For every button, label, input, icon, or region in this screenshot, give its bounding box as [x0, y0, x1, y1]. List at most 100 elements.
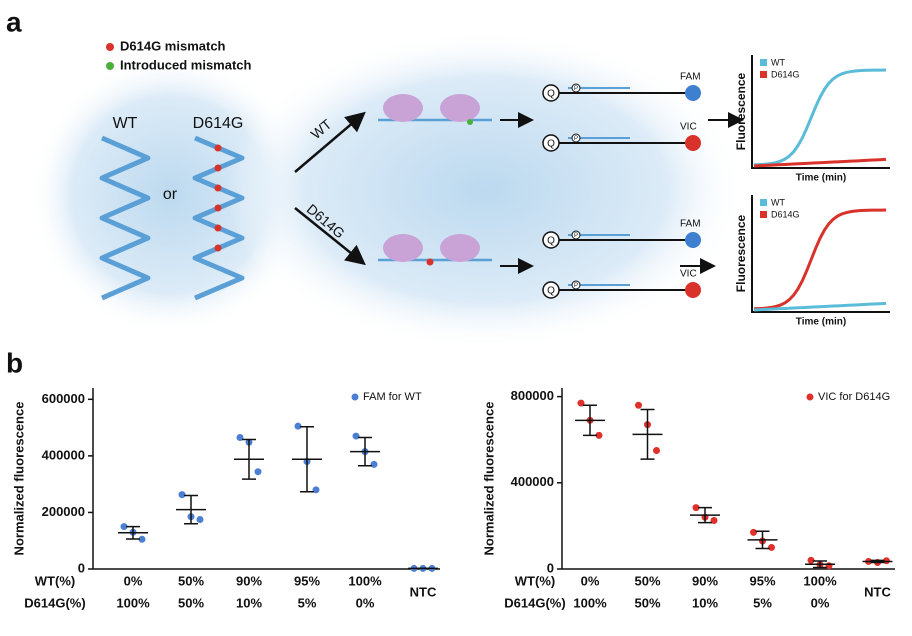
- x-tick-label: 0%: [581, 573, 600, 588]
- y-tick-label: 0: [78, 560, 85, 575]
- x-tick-label: 5%: [298, 595, 317, 610]
- legend-text: WT: [771, 197, 785, 207]
- probes: Q P FAM Q P VIC Q P FAM Q P VIC: [542, 72, 701, 299]
- reporter-label: VIC: [680, 269, 697, 280]
- glow: [30, 55, 310, 335]
- phosphate: [571, 133, 581, 143]
- row-label: WT(%): [515, 573, 555, 588]
- x-tick-label: 100%: [803, 573, 837, 588]
- legend-swatch: [760, 211, 767, 218]
- phosphate: [571, 280, 581, 290]
- axis-label: Time (min): [796, 173, 846, 184]
- error-bar: [242, 438, 256, 480]
- phosphate: [571, 230, 581, 240]
- or-text: or: [163, 186, 178, 203]
- error-bar: [813, 560, 827, 569]
- y-tick-label: 400000: [42, 447, 85, 462]
- row-label: D614G(%): [504, 595, 565, 610]
- x-tick-label: 50%: [178, 573, 204, 588]
- reporter-label: FAM: [680, 219, 701, 230]
- legend-text: WT: [771, 57, 785, 67]
- data-point: [595, 431, 603, 439]
- reporter: [685, 85, 701, 101]
- error-bar: [870, 559, 885, 564]
- x-tick-label: 0%: [811, 595, 830, 610]
- mini-plots: WT D614G Fluorescence Time (min) WT D614G Fluo…: [734, 55, 890, 328]
- reporter-label: FAM: [680, 72, 701, 83]
- row-label: D614G(%): [24, 595, 85, 610]
- error-bar: [184, 494, 198, 525]
- data-point: [294, 422, 302, 430]
- data-point: [577, 399, 585, 407]
- data-point: [312, 486, 320, 494]
- legend-text: FAM for WT: [363, 391, 422, 403]
- phosphate-label: P: [574, 86, 578, 92]
- legend-dot: [351, 393, 359, 401]
- axis-label: Fluorescence: [734, 72, 748, 150]
- error-bar: [126, 525, 140, 540]
- legend-swatch: [760, 59, 767, 66]
- y-tick-label: 600000: [42, 391, 85, 406]
- x-tick-label: NTC: [410, 584, 437, 599]
- data-point: [370, 460, 378, 468]
- y-tick-label: 800000: [511, 388, 554, 403]
- legend-swatch: [760, 199, 767, 206]
- legend-text: D614G mismatch: [120, 38, 226, 53]
- data-point: [254, 468, 262, 476]
- quencher: [542, 281, 560, 299]
- x-tick-label: 100%: [348, 573, 382, 588]
- quencher-label: Q: [547, 236, 555, 247]
- strand-label: WT: [113, 115, 138, 132]
- curve: [753, 208, 887, 311]
- x-tick-label: 5%: [753, 595, 772, 610]
- data-point: [750, 528, 757, 536]
- x-tick-label: 90%: [692, 573, 718, 588]
- data-point: [768, 543, 775, 551]
- helix: [99, 135, 151, 301]
- row-label: WT(%): [35, 573, 75, 588]
- data-point: [807, 556, 815, 564]
- x-tick-label: 10%: [236, 595, 262, 610]
- data-point: [120, 523, 128, 531]
- curve: [753, 301, 887, 312]
- axes: [751, 55, 890, 169]
- data-point: [692, 504, 700, 512]
- error-bar: [640, 408, 655, 460]
- strand-label: D614G: [193, 115, 244, 132]
- x-tick-label: 0%: [356, 595, 375, 610]
- x-tick-label: 50%: [178, 595, 204, 610]
- arrow: [294, 111, 366, 173]
- axis-label: Time (min): [796, 317, 846, 328]
- panel-label: a: [6, 6, 22, 37]
- x-tick-label: NTC: [864, 584, 891, 599]
- helix: [192, 135, 245, 301]
- y-axis-label: Normalized fluorescence: [481, 402, 496, 556]
- quencher-label: Q: [547, 139, 555, 150]
- reporter: [685, 135, 701, 151]
- y-tick-label: 200000: [42, 504, 85, 519]
- phosphate-label: P: [574, 283, 578, 289]
- mismatch-dots: [214, 144, 222, 252]
- legend-text: D614G: [771, 209, 800, 219]
- data-point: [236, 433, 244, 441]
- legend-text: Introduced mismatch: [120, 57, 252, 72]
- phosphate: [571, 83, 581, 93]
- data-point: [352, 432, 360, 440]
- y-tick-label: 400000: [511, 474, 554, 489]
- x-tick-label: 0%: [124, 573, 143, 588]
- legend-dot: [106, 43, 114, 51]
- axis-label: Fluorescence: [734, 214, 748, 292]
- x-tick-label: 50%: [634, 595, 660, 610]
- data-point: [635, 401, 642, 409]
- data-point: [178, 491, 186, 499]
- error-bar: [755, 530, 770, 550]
- arrow: [294, 207, 366, 266]
- quencher: [542, 134, 560, 152]
- cas-complexes: [378, 94, 492, 266]
- data-point: [196, 516, 204, 524]
- legend-text: D614G: [771, 69, 800, 79]
- data-point: [653, 446, 660, 454]
- x-tick-label: 100%: [573, 595, 607, 610]
- quencher-label: Q: [547, 286, 555, 297]
